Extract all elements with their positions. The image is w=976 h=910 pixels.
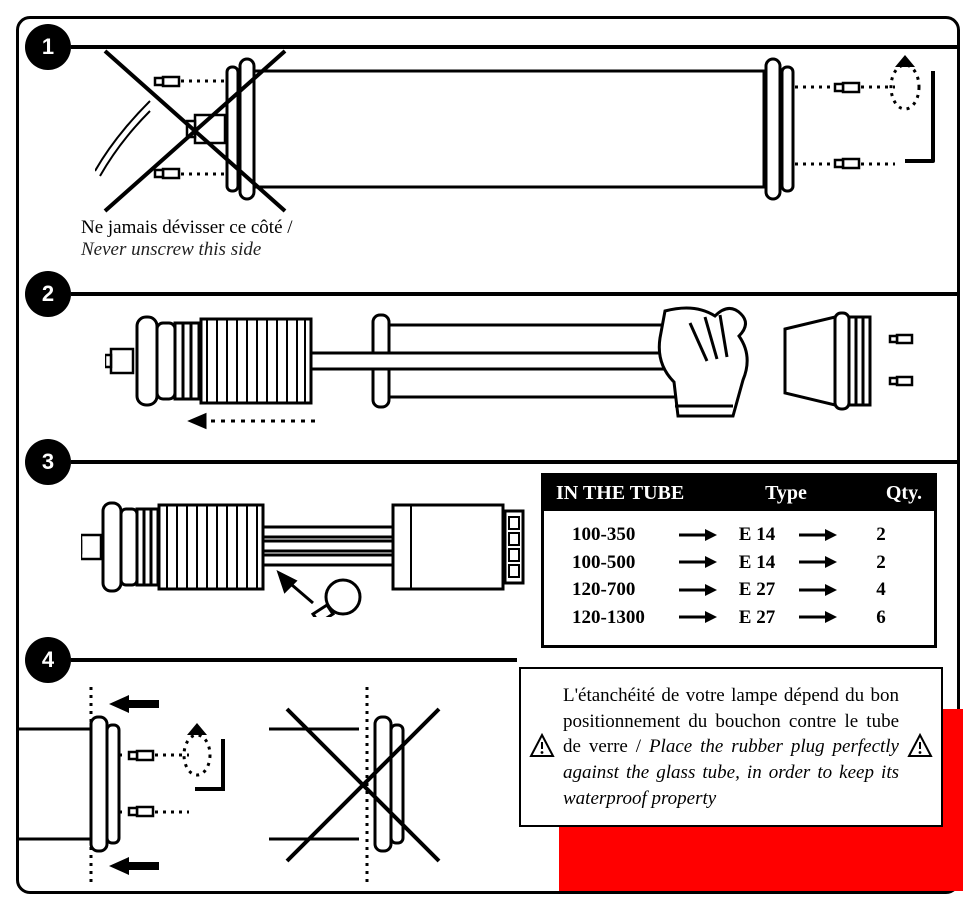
arrow-icon bbox=[672, 610, 722, 624]
spec-type: E 14 bbox=[722, 549, 792, 577]
spec-model: 120-1300 bbox=[572, 604, 672, 632]
spec-model: 100-500 bbox=[572, 549, 672, 577]
step-number: 2 bbox=[42, 281, 54, 307]
panel-step-3 bbox=[81, 487, 531, 617]
arrow-icon bbox=[672, 528, 722, 542]
spec-table-header: IN THE TUBE Type Qty. bbox=[544, 476, 934, 511]
arrow-icon bbox=[792, 583, 842, 597]
spec-row: 120-700 E 27 4 bbox=[572, 576, 920, 604]
spec-table: IN THE TUBE Type Qty. 100-350E 142100-50… bbox=[541, 473, 937, 648]
step-number: 3 bbox=[42, 449, 54, 475]
arrow-icon bbox=[672, 583, 722, 597]
panel-step-2 bbox=[105, 301, 935, 431]
arrow-icon bbox=[792, 555, 842, 569]
diagram-step-4 bbox=[19, 679, 519, 893]
step-badge-4: 4 bbox=[25, 637, 71, 683]
arrow-icon bbox=[672, 555, 722, 569]
step-badge-3: 3 bbox=[25, 439, 71, 485]
spec-type: E 27 bbox=[722, 576, 792, 604]
spec-row: 120-1300 E 27 6 bbox=[572, 604, 920, 632]
warning-icon bbox=[907, 733, 933, 759]
spec-qty: 2 bbox=[842, 521, 920, 549]
spec-qty: 6 bbox=[842, 604, 920, 632]
diagram-step-3 bbox=[81, 487, 531, 617]
spec-table-body: 100-350E 142100-500E 142120-700E 274120-… bbox=[544, 511, 934, 645]
spec-model: 120-700 bbox=[572, 576, 672, 604]
divider-4 bbox=[71, 658, 517, 662]
step-number: 4 bbox=[42, 647, 54, 673]
panel-step-1 bbox=[95, 41, 945, 221]
step-number: 1 bbox=[42, 34, 54, 60]
spec-row: 100-500 E 14 2 bbox=[572, 549, 920, 577]
spec-type: E 14 bbox=[722, 521, 792, 549]
diagram-step-1 bbox=[95, 41, 945, 221]
spec-type: E 27 bbox=[722, 604, 792, 632]
divider-3 bbox=[71, 460, 957, 464]
warning-icon bbox=[529, 733, 555, 759]
step-badge-2: 2 bbox=[25, 271, 71, 317]
spec-model: 100-350 bbox=[572, 521, 672, 549]
spec-title: IN THE TUBE bbox=[556, 482, 726, 505]
caption-step-1: Ne jamais dévisser ce côté / Never unscr… bbox=[81, 217, 293, 261]
spec-row: 100-350 E 14 2 bbox=[572, 521, 920, 549]
spec-col-type: Type bbox=[726, 482, 846, 505]
divider-2 bbox=[71, 292, 957, 296]
caption-en-1: Never unscrew this side bbox=[81, 239, 293, 261]
caption-fr-1: Ne jamais dévisser ce côté / bbox=[81, 217, 293, 239]
divider-1 bbox=[71, 45, 957, 49]
warning-note: L'étanchéité de votre lampe dé­pend du b… bbox=[519, 667, 943, 827]
panel-step-4 bbox=[19, 679, 519, 893]
spec-col-qty: Qty. bbox=[846, 482, 922, 505]
instruction-page: 1 bbox=[16, 16, 960, 894]
step-badge-1: 1 bbox=[25, 24, 71, 70]
spec-qty: 4 bbox=[842, 576, 920, 604]
arrow-icon bbox=[792, 610, 842, 624]
spec-qty: 2 bbox=[842, 549, 920, 577]
arrow-icon bbox=[792, 528, 842, 542]
diagram-step-2 bbox=[105, 301, 935, 431]
